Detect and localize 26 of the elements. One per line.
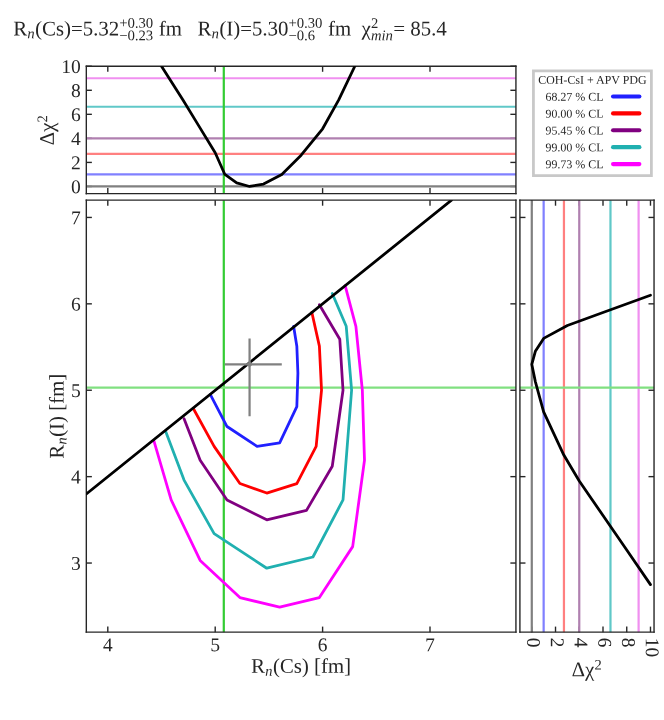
y-tick-label: 6 bbox=[71, 297, 81, 311]
y-tick-label: 0 bbox=[71, 180, 81, 194]
x-tick-label: 4 bbox=[103, 638, 113, 652]
x-tick-label: 6 bbox=[598, 638, 612, 647]
y-tick-label: 4 bbox=[71, 132, 81, 146]
y-tick-label: 10 bbox=[63, 60, 81, 74]
x-tick-label: 6 bbox=[318, 638, 327, 652]
y-tick-label: 5 bbox=[72, 384, 80, 398]
x-tick-label: 10 bbox=[645, 639, 659, 657]
x-tick-label: 2 bbox=[550, 638, 564, 647]
y-tick-label: 8 bbox=[71, 84, 81, 98]
y-tick-label: 2 bbox=[71, 156, 80, 170]
x-axis-title: Δχ$^{2}$ bbox=[572, 659, 601, 681]
x-axis-title: R$_{n}$(Cs) [fm] bbox=[251, 658, 350, 678]
y-tick-label: 7 bbox=[72, 211, 81, 225]
y-axis-title: Δχ$^{2}$ bbox=[37, 115, 59, 145]
x-tick-label: 8 bbox=[621, 638, 635, 647]
x-tick-label: 4 bbox=[574, 638, 588, 648]
x-tick-label: 0 bbox=[526, 638, 541, 647]
y-axis-title: R$_{n}$(I) [fm] bbox=[48, 375, 68, 459]
chart-title: R$_{n}$(Cs)=5.32$^{+0.30}$$_{−0.23}$ fm R$_{n}$(I)=5.30$^{+0.30}$$_{−0.6}$ fm χ$^{2}$$_{min}$= 85.4 bbox=[13, 18, 447, 41]
y-tick-label: 4 bbox=[71, 470, 81, 484]
y-tick-label: 3 bbox=[71, 556, 80, 570]
x-tick-label: 7 bbox=[426, 638, 435, 652]
x-tick-label: 5 bbox=[211, 638, 220, 652]
y-tick-label: 6 bbox=[71, 108, 81, 122]
